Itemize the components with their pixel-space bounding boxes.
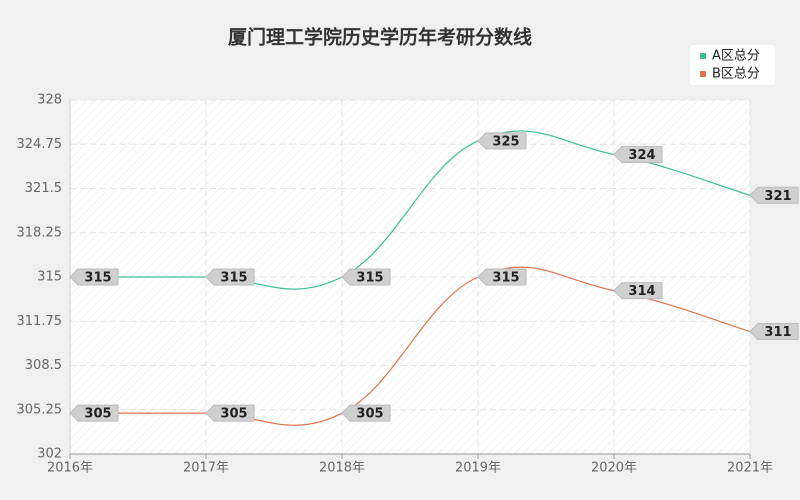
- data-label-box: [749, 186, 799, 204]
- x-tick-label: 2018年: [319, 461, 365, 476]
- data-label: 321: [764, 189, 791, 204]
- y-tick-label: 318.25: [17, 225, 63, 240]
- x-tick-label: 2021年: [727, 461, 773, 476]
- data-label: 315: [356, 271, 383, 286]
- data-label-box: [69, 268, 119, 286]
- data-label-box: [205, 404, 255, 422]
- data-label-box: [477, 268, 527, 286]
- y-tick-label: 324.75: [17, 137, 63, 152]
- legend-label: B区总分: [712, 67, 760, 82]
- data-label: 311: [764, 325, 791, 340]
- y-tick-label: 311.75: [17, 314, 63, 329]
- data-label: 314: [628, 284, 655, 299]
- x-tick-label: 2017年: [183, 461, 229, 476]
- y-tick-label: 308.5: [25, 358, 62, 373]
- data-label: 315: [492, 271, 519, 286]
- data-label: 305: [84, 407, 111, 422]
- legend-swatch: [700, 53, 706, 59]
- data-label: 324: [628, 148, 655, 163]
- y-tick-label: 302: [37, 447, 62, 462]
- data-label-box: [341, 268, 391, 286]
- legend-swatch: [700, 71, 706, 77]
- data-label-box: [341, 404, 391, 422]
- data-label-box: [749, 322, 799, 340]
- data-label-box: [613, 282, 663, 300]
- x-tick-label: 2020年: [591, 461, 637, 476]
- x-tick-label: 2016年: [47, 461, 93, 476]
- data-label: 305: [220, 407, 247, 422]
- data-label: 315: [220, 271, 247, 286]
- x-tick-label: 2019年: [455, 461, 501, 476]
- legend-label: A区总分: [712, 49, 760, 64]
- chart-title: 厦门理工学院历史学历年考研分数线: [228, 26, 532, 49]
- data-label-box: [477, 132, 527, 150]
- data-label: 325: [492, 134, 519, 149]
- data-label: 315: [84, 271, 111, 286]
- data-label-box: [205, 268, 255, 286]
- y-tick-label: 305.25: [17, 402, 63, 417]
- y-tick-label: 321.5: [25, 181, 62, 196]
- legend-box: [690, 45, 775, 85]
- data-label: 305: [356, 407, 383, 422]
- y-tick-label: 328: [37, 93, 62, 108]
- data-label-box: [69, 404, 119, 422]
- data-label-box: [613, 145, 663, 163]
- y-tick-label: 315: [37, 270, 62, 285]
